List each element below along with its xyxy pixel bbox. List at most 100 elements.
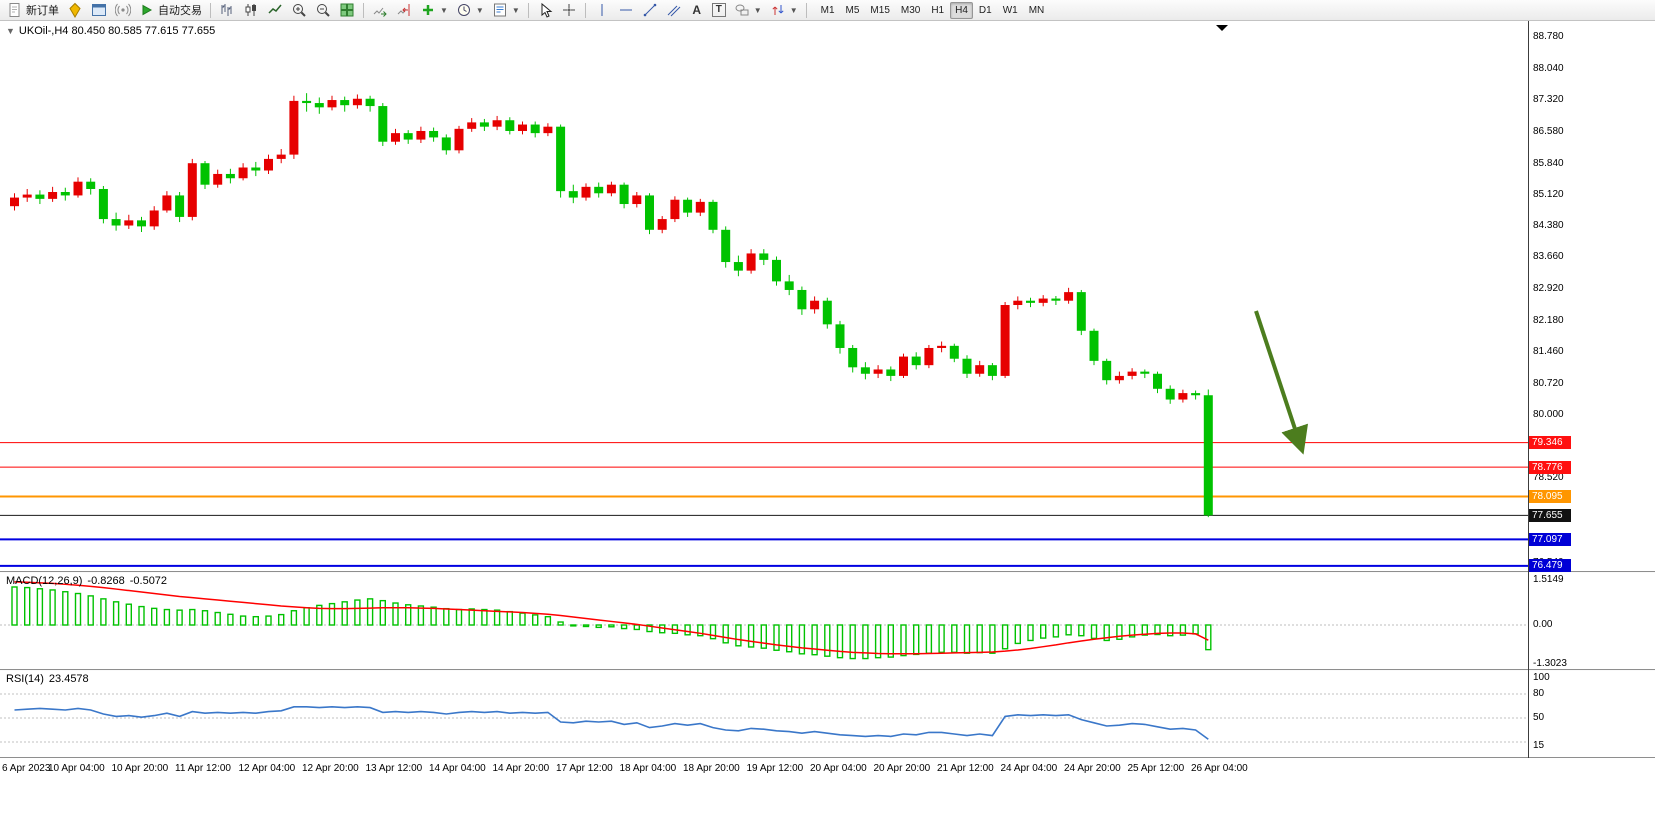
macd-histogram-bar — [405, 604, 412, 626]
candle-body — [479, 122, 489, 127]
timeframe-button-m30[interactable]: M30 — [900, 4, 921, 16]
candle-body — [124, 220, 134, 226]
panel-separator[interactable] — [0, 669, 1655, 670]
candle-body — [645, 195, 654, 230]
time-axis[interactable]: 6 Apr 2023 10 Apr 04:00 10 Apr 20:00 11 Apr… — [0, 758, 1655, 780]
templates-button[interactable]: ▼ — [488, 1, 524, 20]
macd-signal-value: -0.5072 — [129, 575, 168, 587]
macd-histogram-bar — [862, 624, 869, 660]
price-tick-label: 87.320 — [1533, 94, 1564, 106]
horizontal-line-icon — [619, 9, 632, 11]
candle-body — [746, 253, 756, 271]
time-axis-label: 24 Apr 20:00 — [1064, 763, 1121, 774]
price-tick-label: 82.180 — [1533, 314, 1564, 326]
candle-body — [403, 133, 413, 140]
panel-separator[interactable] — [0, 571, 1655, 572]
cursor-button[interactable] — [533, 1, 557, 20]
shapes-tool-button[interactable]: ▼ — [730, 1, 766, 20]
autotrading-button[interactable]: 自动交易 — [135, 1, 206, 20]
trendline-tool-button[interactable] — [638, 1, 662, 20]
indicators-button[interactable]: ▼ — [416, 1, 452, 20]
tile-windows-button[interactable] — [335, 1, 359, 20]
arrows-tool-button[interactable]: ▼ — [766, 1, 802, 20]
time-axis-label: 20 Apr 20:00 — [873, 763, 931, 774]
time-axis-label: 26 Apr 04:00 — [1191, 763, 1248, 774]
timeframe-button-d1[interactable]: D1 — [978, 4, 992, 16]
macd-histogram-bar — [125, 603, 133, 626]
price-tick-label: 81.460 — [1533, 345, 1564, 357]
rsi-panel-canvas[interactable] — [0, 670, 1655, 758]
line-chart-button[interactable] — [263, 1, 287, 20]
main-chart-canvas[interactable] — [0, 21, 1655, 572]
signals-button[interactable] — [111, 1, 135, 20]
vertical-line-tool-button[interactable] — [590, 1, 614, 20]
timeframe-button-h4[interactable]: H4 — [950, 1, 973, 19]
macd-histogram-bar — [481, 608, 488, 626]
trend-arrow-annotation[interactable] — [1254, 310, 1309, 455]
macd-histogram-bar — [417, 605, 425, 626]
macd-histogram-bar — [493, 609, 501, 626]
price-tick-label: 78.520 — [1533, 472, 1564, 484]
candlestick-chart-button[interactable] — [239, 1, 263, 20]
price-tick-label: 85.120 — [1533, 188, 1564, 200]
macd-histogram-bar — [925, 624, 933, 654]
new-order-button[interactable]: 新订单 — [3, 1, 63, 20]
macd-histogram-bar — [798, 624, 806, 655]
candle-body — [60, 191, 70, 196]
candle-body — [949, 345, 959, 359]
macd-histogram-bar — [570, 624, 577, 627]
market-watch-button[interactable] — [63, 1, 87, 20]
macd-panel-canvas[interactable] — [0, 572, 1655, 670]
macd-histogram-bar — [62, 591, 69, 626]
bar-chart-button[interactable] — [215, 1, 239, 20]
text-label-tool-button[interactable]: T — [708, 1, 730, 20]
crosshair-button[interactable] — [557, 1, 581, 20]
macd-histogram-bar — [227, 613, 234, 626]
timeframe-button-mn[interactable]: MN — [1028, 4, 1045, 16]
candle-body — [924, 347, 934, 366]
time-axis-label: 11 Apr 12:00 — [175, 763, 231, 774]
data-window-button[interactable] — [87, 1, 111, 20]
macd-histogram-bar — [265, 615, 272, 626]
candle-body — [454, 128, 464, 151]
candle-body — [1165, 388, 1175, 400]
rsi-axis-label: 15 — [1533, 740, 1545, 751]
candle-body — [1013, 300, 1023, 306]
crosshair-icon — [562, 4, 575, 16]
zoom-out-button[interactable] — [311, 1, 335, 20]
zoom-in-button[interactable] — [287, 1, 311, 20]
rsi-line — [14, 705, 1209, 740]
time-axis-label: 20 Apr 04:00 — [810, 763, 867, 774]
horizontal-line-tool-button[interactable] — [614, 1, 638, 20]
timeframe-button-m5[interactable]: M5 — [845, 4, 860, 16]
channel-tool-button[interactable] — [662, 1, 686, 20]
chart-shift-button[interactable] — [392, 1, 416, 20]
price-badge: 77.655 — [1529, 508, 1571, 522]
timeframe-button-m1[interactable]: M1 — [820, 4, 835, 16]
time-axis-label: 17 Apr 12:00 — [556, 763, 613, 774]
macd-histogram-bar — [608, 624, 615, 628]
collapse-triangle-icon[interactable]: ▼ — [6, 26, 15, 36]
candle-body — [276, 154, 286, 159]
candle-body — [429, 130, 439, 138]
macd-histogram-bar — [366, 598, 374, 626]
timeframe-button-h1[interactable]: H1 — [931, 4, 945, 16]
candle-body — [518, 124, 527, 131]
candle-body — [137, 220, 146, 227]
chart-title: UKOil-,H4 80.450 80.585 77.615 77.655 — [18, 25, 216, 37]
macd-histogram-bar — [430, 606, 437, 626]
macd-histogram-bar — [773, 624, 780, 651]
candle-body — [149, 210, 159, 227]
macd-histogram-bar — [1103, 624, 1110, 642]
timeframe-button-m15[interactable]: M15 — [870, 4, 890, 16]
candle-body — [695, 201, 705, 213]
periods-button[interactable]: ▼ — [452, 1, 488, 20]
auto-scroll-button[interactable] — [368, 1, 392, 20]
macd-histogram-bar — [290, 610, 298, 626]
macd-histogram-bar — [506, 610, 513, 626]
panel-separator[interactable] — [0, 757, 1655, 758]
timeframe-button-w1[interactable]: W1 — [1002, 4, 1018, 16]
text-tool-button[interactable]: A — [686, 1, 708, 20]
toolbar-separator — [527, 2, 529, 18]
scroll-to-end-marker[interactable] — [1216, 25, 1228, 31]
